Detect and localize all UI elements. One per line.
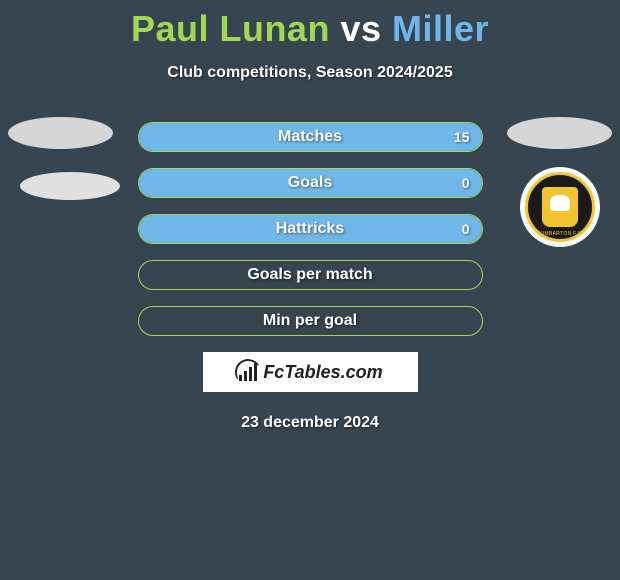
subtitle: Club competitions, Season 2024/2025 — [0, 64, 620, 82]
player2-club-badge: DUMBARTON F.C. — [520, 167, 600, 247]
brand-text: FcTables.com — [263, 362, 382, 383]
stat-bar-label: Goals — [139, 169, 482, 197]
date-text: 23 december 2024 — [0, 414, 620, 432]
stat-bar: Min per goal — [138, 306, 483, 336]
stats-area: DUMBARTON F.C. Matches 15 Goals 0 Hattri… — [0, 122, 620, 432]
brand-chart-icon — [237, 363, 259, 381]
stat-bar-label: Hattricks — [139, 215, 482, 243]
comparison-title: Paul Lunan vs Miller — [0, 0, 620, 50]
stat-bar: Goals per match — [138, 260, 483, 290]
player1-name: Paul Lunan — [131, 8, 330, 49]
stat-bars: Matches 15 Goals 0 Hattricks 0 Goals per… — [138, 122, 483, 336]
stat-bar-label: Min per goal — [139, 307, 482, 335]
stat-bar-value: 0 — [462, 169, 470, 197]
stat-bar-value: 15 — [454, 123, 470, 151]
vs-text: vs — [340, 8, 381, 49]
stat-bar: Matches 15 — [138, 122, 483, 152]
stat-bar-label: Matches — [139, 123, 482, 151]
player1-club-placeholder — [20, 172, 120, 200]
stat-bar: Hattricks 0 — [138, 214, 483, 244]
player2-name: Miller — [392, 8, 489, 49]
club-badge-icon: DUMBARTON F.C. — [525, 172, 595, 242]
stat-bar-value: 0 — [462, 215, 470, 243]
player1-avatar-placeholder — [8, 117, 113, 149]
club-badge-text: DUMBARTON F.C. — [528, 231, 592, 237]
player2-avatar-placeholder — [507, 117, 612, 149]
brand-box[interactable]: FcTables.com — [203, 352, 418, 392]
stat-bar-label: Goals per match — [139, 261, 482, 289]
stat-bar: Goals 0 — [138, 168, 483, 198]
